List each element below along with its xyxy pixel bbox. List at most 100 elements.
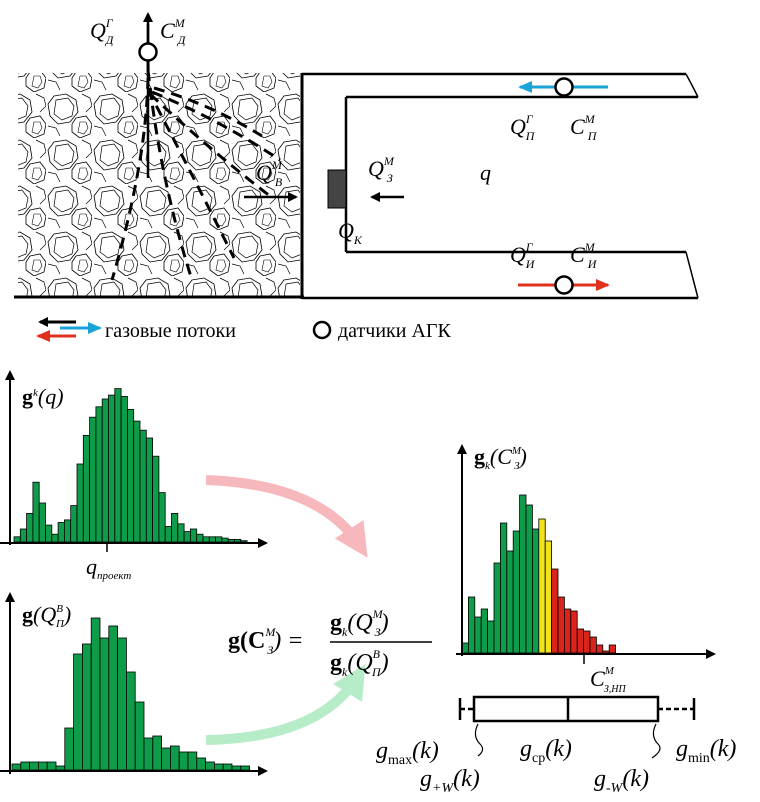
histogram-1-bar — [152, 455, 160, 543]
histogram-3-bar — [487, 620, 495, 654]
formula: g(CМ З) = gk(QМ З) gk(QВ П) — [228, 607, 432, 679]
histogram-1-bar — [133, 420, 141, 543]
histogram-1-bar — [114, 388, 122, 543]
histogram-2-bar — [11, 763, 22, 771]
histogram-2-bar — [29, 761, 39, 771]
histogram-1-ylabel: gk(q) — [22, 384, 64, 409]
histogram-3-bar — [589, 636, 597, 654]
histogram-2-bar — [99, 637, 110, 771]
histogram-1-bar — [64, 519, 72, 543]
label-qz: QМ З — [368, 154, 395, 185]
histogram-3-bar — [583, 630, 591, 654]
boxplot-pointer-left — [474, 723, 484, 757]
histogram-2-bar — [38, 761, 48, 771]
boxplot-box — [472, 695, 660, 723]
curved-arrow-pink — [205, 475, 368, 558]
boxplot: gmax(k) gср(k) gmin(k) g+W(k) g-W(k) — [376, 695, 736, 796]
histogram-3-bar — [576, 628, 585, 654]
histogram-1-bar — [196, 533, 204, 543]
label-qv: QМ В — [256, 158, 283, 189]
histogram-2-bar — [143, 737, 154, 771]
histogram-3-bar — [506, 550, 514, 654]
histogram-1-bar — [95, 406, 103, 543]
histogram-3-bar — [519, 494, 527, 654]
sensor-return — [554, 77, 574, 97]
histogram-1-bar — [215, 536, 223, 543]
sensor-intake — [554, 275, 574, 295]
histogram-2-bar — [213, 763, 224, 771]
label-gmin: gmin(k) — [676, 736, 736, 766]
histogram-3-bar — [564, 608, 572, 654]
histogram-3-bar — [493, 562, 501, 654]
histogram-2-bar — [108, 625, 119, 771]
mine-scheme: QГ Д CМ Д QГ П CМ П QМ В QМ З q QК QГ И CМ И — [14, 12, 699, 300]
label-cp: CМ П — [570, 112, 598, 143]
histogram-1-bar — [38, 502, 46, 543]
histogram-2-bar — [152, 735, 163, 771]
histogram-1-bar — [19, 528, 27, 543]
formula-numerator: gk(QМ З) — [330, 607, 389, 639]
gas-flow-fan — [110, 59, 281, 281]
histogram-2-bar — [46, 761, 57, 771]
histogram-2-bar — [231, 765, 242, 771]
label-gpw: g+W(k) — [420, 766, 480, 796]
histogram-2-bar — [117, 637, 127, 771]
histogram-1-bar — [189, 528, 198, 543]
histogram-3-bar — [467, 596, 476, 654]
histogram-3-bar — [512, 530, 521, 654]
sensor-drainage — [138, 42, 158, 62]
label-q: q — [480, 160, 491, 185]
histogram-1-xlabel: qпроект — [86, 554, 131, 582]
histogram-3-bar — [602, 650, 610, 654]
histogram-1-bar — [158, 492, 166, 543]
histogram-1-bar — [51, 533, 59, 543]
histogram-3-bar — [538, 518, 546, 654]
histogram-3-ylabel: gk(CМ З) — [474, 444, 527, 472]
goaf-rubble — [18, 73, 300, 297]
histogram-2-bar — [161, 747, 171, 771]
histogram-1-bar — [57, 522, 65, 543]
histogram-2-bar — [196, 757, 207, 771]
histogram-1-bar — [13, 536, 21, 543]
histogram-2: g(QВ П) — [0, 592, 268, 776]
histogram-2-bar — [90, 617, 101, 771]
histogram-1-bar — [240, 540, 248, 543]
histogram-3-xlabel: CМ З,НП — [590, 665, 627, 695]
histogram-2-bar — [187, 751, 198, 771]
label-ci: CМ И — [570, 240, 598, 271]
histogram-1-bar — [183, 531, 191, 543]
histogram-1-bar — [70, 505, 78, 543]
curved-arrow-green — [205, 664, 366, 745]
histogram-3-bar — [525, 504, 533, 654]
histogram-2-ylabel: g(QВ П) — [22, 602, 71, 630]
histogram-1-bar — [234, 539, 242, 543]
histogram-1-bar — [89, 416, 97, 543]
histogram-2-bar — [134, 701, 145, 771]
histogram-2-bar — [240, 765, 251, 771]
histogram-1-bars — [13, 388, 248, 543]
histogram-2-bar — [20, 761, 30, 771]
histogram-2-bar — [64, 727, 75, 771]
gallery-top-end — [685, 73, 699, 98]
histogram-1-bar — [164, 526, 172, 543]
legend-flows-label: газовые потоки — [105, 320, 236, 342]
histogram-1-bar — [45, 524, 53, 543]
histogram-1-bar — [76, 463, 84, 543]
face-source-block — [327, 169, 347, 209]
histogram-1-bar — [82, 434, 91, 543]
histogram-1-bar — [101, 398, 109, 543]
histogram-1-bar — [177, 523, 185, 543]
label-qk: QК — [338, 218, 363, 247]
histogram-3-bars — [461, 494, 617, 654]
label-gmax: gmax(k) — [376, 738, 439, 768]
histogram-2-bar — [126, 671, 136, 771]
histogram-1-bar — [202, 536, 210, 543]
formula-denominator: gk(QВ П) — [330, 647, 389, 679]
label-qp: QГ П — [510, 112, 536, 143]
histogram-1-bar — [221, 537, 229, 543]
histogram-2-bar — [55, 765, 66, 771]
histogram-1-bar — [208, 536, 217, 543]
histogram-3-bar — [608, 644, 617, 654]
histogram-1: gk(q) qпроект — [0, 370, 268, 582]
